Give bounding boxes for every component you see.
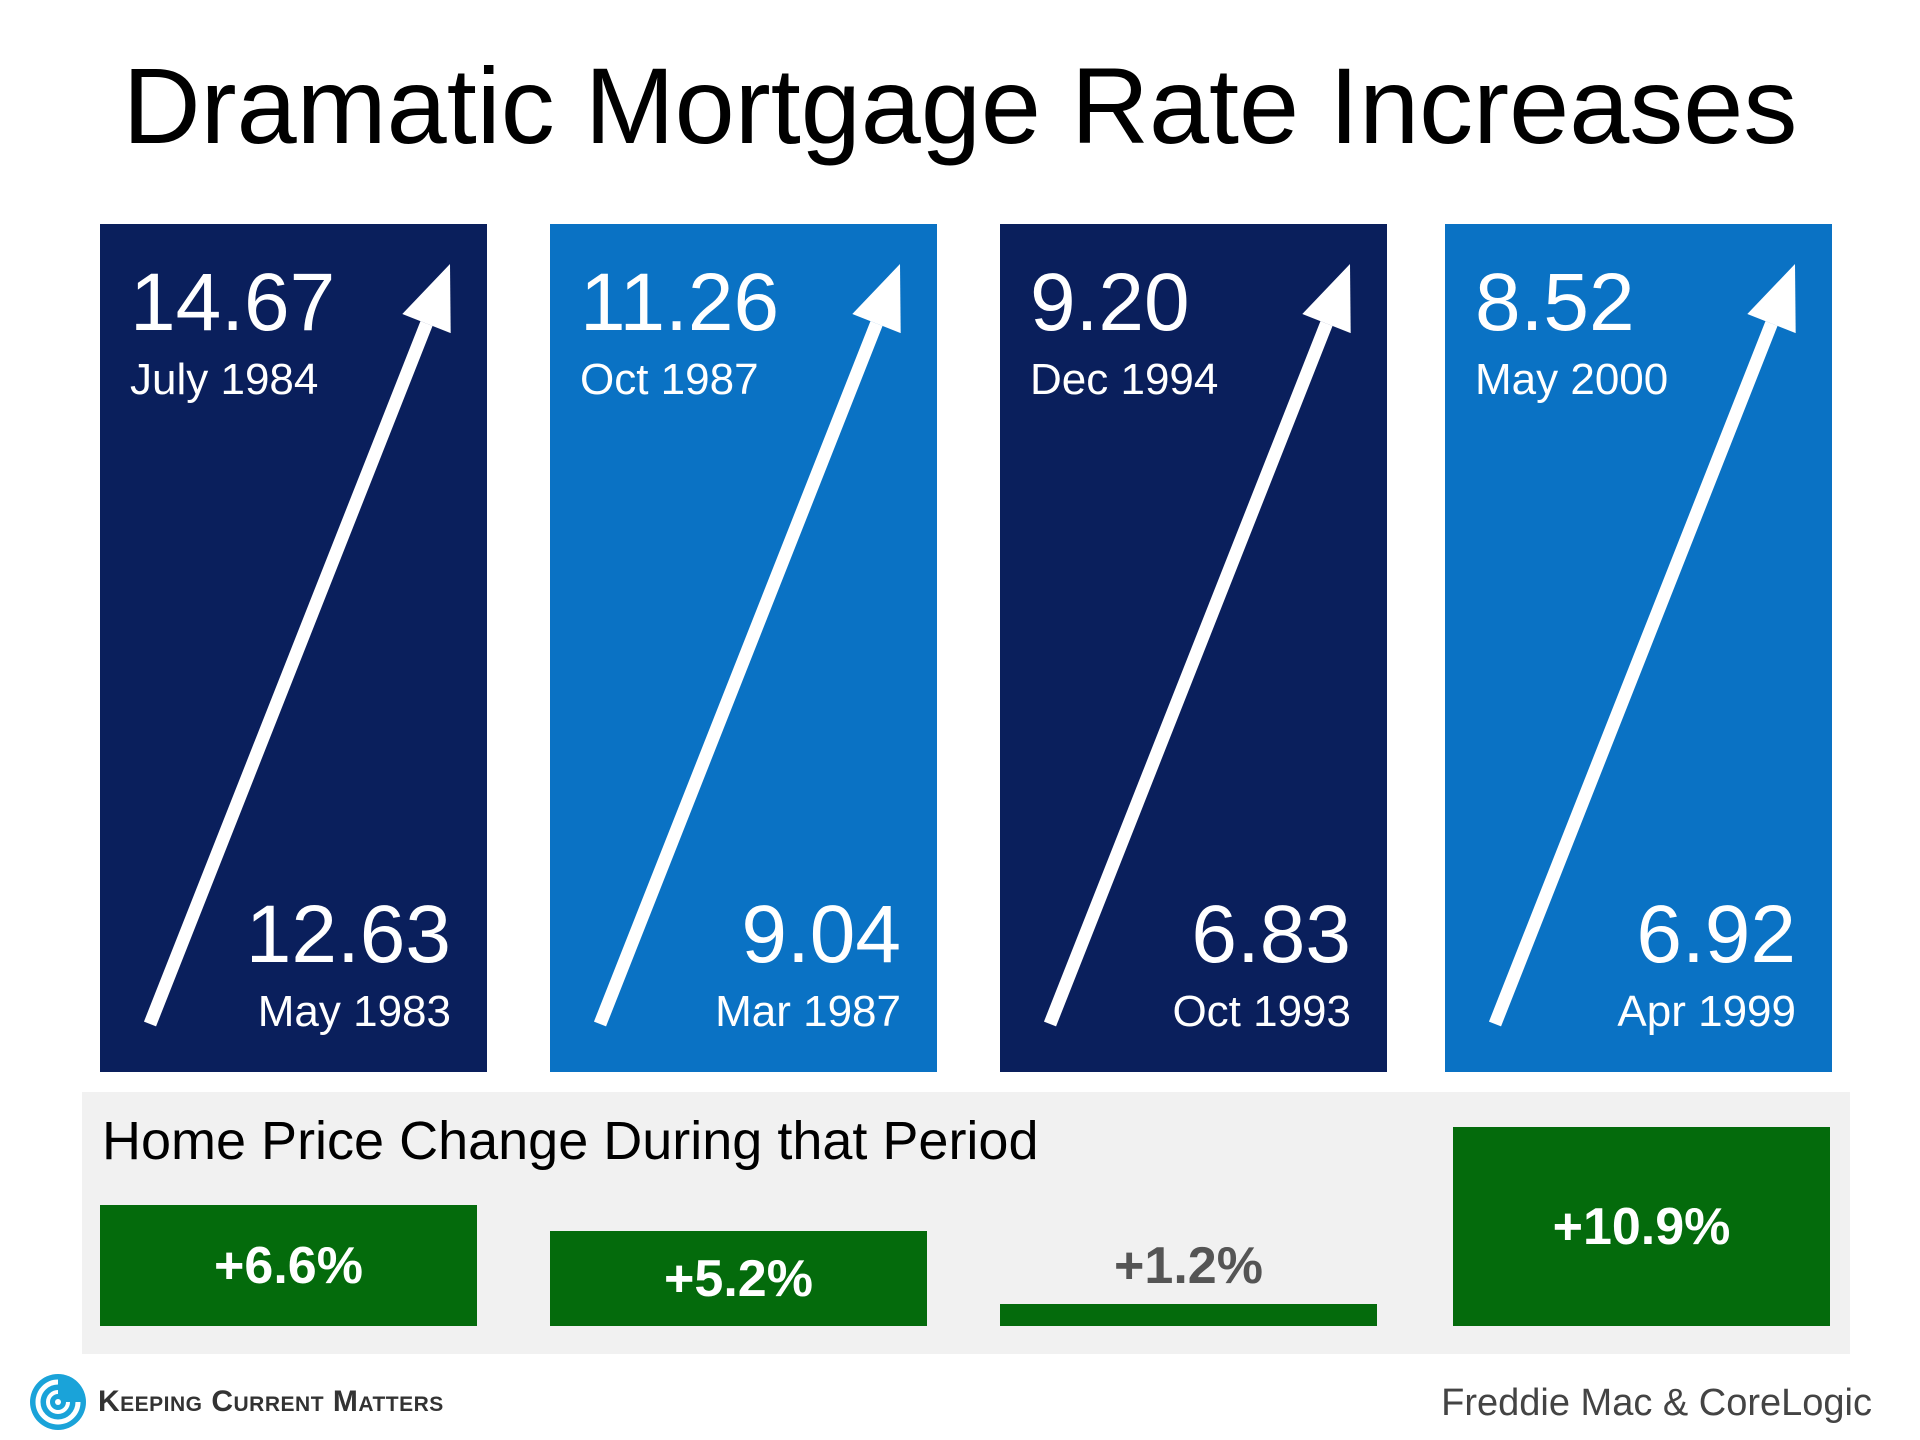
keeping-current-matters-logo-icon bbox=[30, 1374, 86, 1430]
up-arrow-icon bbox=[1043, 264, 1351, 1027]
rate-panel-3: 9.20 Dec 1994 6.83 Oct 1993 bbox=[1000, 224, 1387, 1072]
source-credit: Freddie Mac & CoreLogic bbox=[1441, 1382, 1872, 1424]
start-rate: 12.63 bbox=[245, 889, 451, 980]
home-price-label: +10.9% bbox=[1552, 1197, 1731, 1256]
start-date: Mar 1987 bbox=[715, 987, 901, 1036]
end-rate: 14.67 bbox=[130, 257, 336, 348]
end-date: July 1984 bbox=[130, 355, 319, 404]
start-date: May 1983 bbox=[257, 987, 451, 1036]
start-rate: 9.04 bbox=[741, 889, 901, 980]
brand-name: Keeping Current Matters bbox=[98, 1385, 444, 1418]
up-arrow-icon bbox=[593, 264, 901, 1027]
rate-panel-4: 8.52 May 2000 6.92 Apr 1999 bbox=[1445, 224, 1832, 1072]
home-price-label: +5.2% bbox=[664, 1249, 813, 1308]
end-date: Dec 1994 bbox=[1030, 355, 1219, 404]
start-date: Apr 1999 bbox=[1617, 987, 1796, 1036]
home-price-title: Home Price Change During that Period bbox=[102, 1111, 1039, 1171]
end-rate: 9.20 bbox=[1030, 257, 1190, 348]
home-price-bar bbox=[100, 1205, 477, 1326]
up-arrow-icon bbox=[143, 264, 451, 1027]
end-date: May 2000 bbox=[1475, 355, 1669, 404]
home-price-bar bbox=[1453, 1127, 1830, 1326]
end-rate: 8.52 bbox=[1475, 257, 1635, 348]
end-date: Oct 1987 bbox=[580, 355, 759, 404]
start-date: Oct 1993 bbox=[1172, 987, 1351, 1036]
home-price-label: +6.6% bbox=[214, 1236, 363, 1295]
rate-panel-1: 14.67 July 1984 12.63 May 1983 bbox=[100, 224, 487, 1072]
chart-title: Dramatic Mortgage Rate Increases bbox=[122, 45, 1798, 166]
up-arrow-icon bbox=[1488, 264, 1796, 1027]
rate-panel-2: 11.26 Oct 1987 9.04 Mar 1987 bbox=[550, 224, 937, 1072]
start-rate: 6.83 bbox=[1191, 889, 1351, 980]
home-price-label: +1.2% bbox=[1114, 1237, 1263, 1295]
end-rate: 11.26 bbox=[580, 257, 780, 348]
home-price-panel: Home Price Change During that Period +6.… bbox=[82, 1092, 1850, 1354]
home-price-bar bbox=[1000, 1304, 1377, 1326]
start-rate: 6.92 bbox=[1636, 889, 1796, 980]
home-price-bar bbox=[550, 1231, 927, 1326]
